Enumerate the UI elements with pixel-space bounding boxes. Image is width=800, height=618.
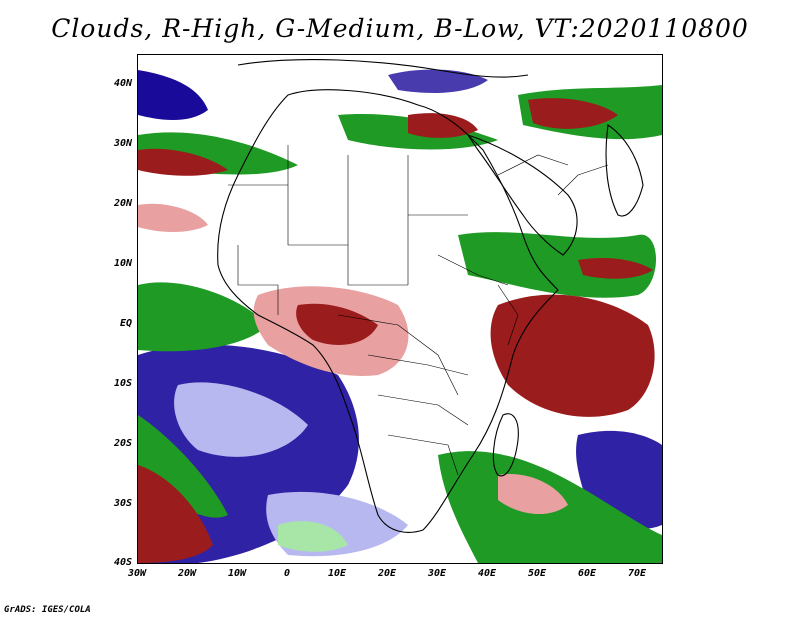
cloud-map: [138, 59, 662, 563]
madagascar-coastline: [492, 413, 519, 477]
border-line: [557, 164, 609, 196]
low-cloud-region: [388, 69, 488, 93]
high-cloud-region: [578, 258, 653, 279]
border-line: [437, 254, 509, 286]
high-cloud-region: [408, 113, 478, 138]
lon-label: 20E: [377, 568, 397, 579]
map-panel: [137, 54, 663, 564]
medium-cloud-region: [278, 521, 348, 552]
border-line: [497, 284, 519, 346]
arabia-coastline: [466, 133, 578, 256]
lat-label: 10N: [113, 258, 132, 269]
high-cloud-region: [528, 98, 618, 129]
africa-coastline: [217, 89, 559, 533]
border-line: [347, 155, 408, 286]
high-cloud-region: [138, 465, 213, 563]
lon-label: 60E: [577, 568, 597, 579]
lat-label: EQ: [119, 318, 132, 329]
lat-label: 10S: [113, 378, 132, 389]
border-line: [497, 154, 569, 176]
lat-label: 40N: [113, 78, 132, 89]
high-cloud-region: [138, 148, 228, 176]
lon-label: 50E: [527, 568, 547, 579]
border-line: [337, 314, 459, 396]
country-borders: [228, 145, 609, 476]
lat-label: 30S: [113, 498, 132, 509]
border-line: [377, 394, 469, 426]
lon-label: 70E: [627, 568, 647, 579]
europe-coastline: [237, 59, 529, 78]
lon-label: 20W: [177, 568, 197, 579]
lon-label: 0: [283, 568, 291, 579]
lon-label: 30E: [427, 568, 447, 579]
high-cloud-region: [490, 294, 655, 417]
low-cloud-region: [174, 382, 308, 457]
lat-label: 20N: [113, 198, 132, 209]
high-cloud-region: [498, 474, 568, 515]
border-line: [367, 354, 469, 376]
medium-cloud-region: [138, 282, 268, 352]
cloud-fields: [138, 69, 662, 563]
india-coastline: [605, 124, 644, 217]
medium-cloud-region: [458, 232, 656, 298]
lat-label: 20S: [113, 438, 132, 449]
coastlines: [217, 59, 644, 533]
lat-label: 40S: [113, 557, 132, 568]
high-cloud-region: [138, 203, 208, 232]
lon-label: 10E: [327, 568, 347, 579]
border-line: [237, 245, 279, 315]
map-title: Clouds, R-High, G-Medium, B-Low, VT:2020…: [51, 14, 749, 43]
lon-label: 30W: [127, 568, 147, 579]
border-line: [387, 434, 459, 476]
lon-label: 40E: [477, 568, 497, 579]
border-line: [228, 184, 348, 246]
lat-label: 30N: [113, 138, 132, 149]
low-cloud-region: [138, 70, 208, 120]
grads-credit: GrADS: IGES/COLA: [4, 605, 91, 615]
high-cloud-region: [296, 303, 378, 345]
lon-label: 10W: [227, 568, 247, 579]
